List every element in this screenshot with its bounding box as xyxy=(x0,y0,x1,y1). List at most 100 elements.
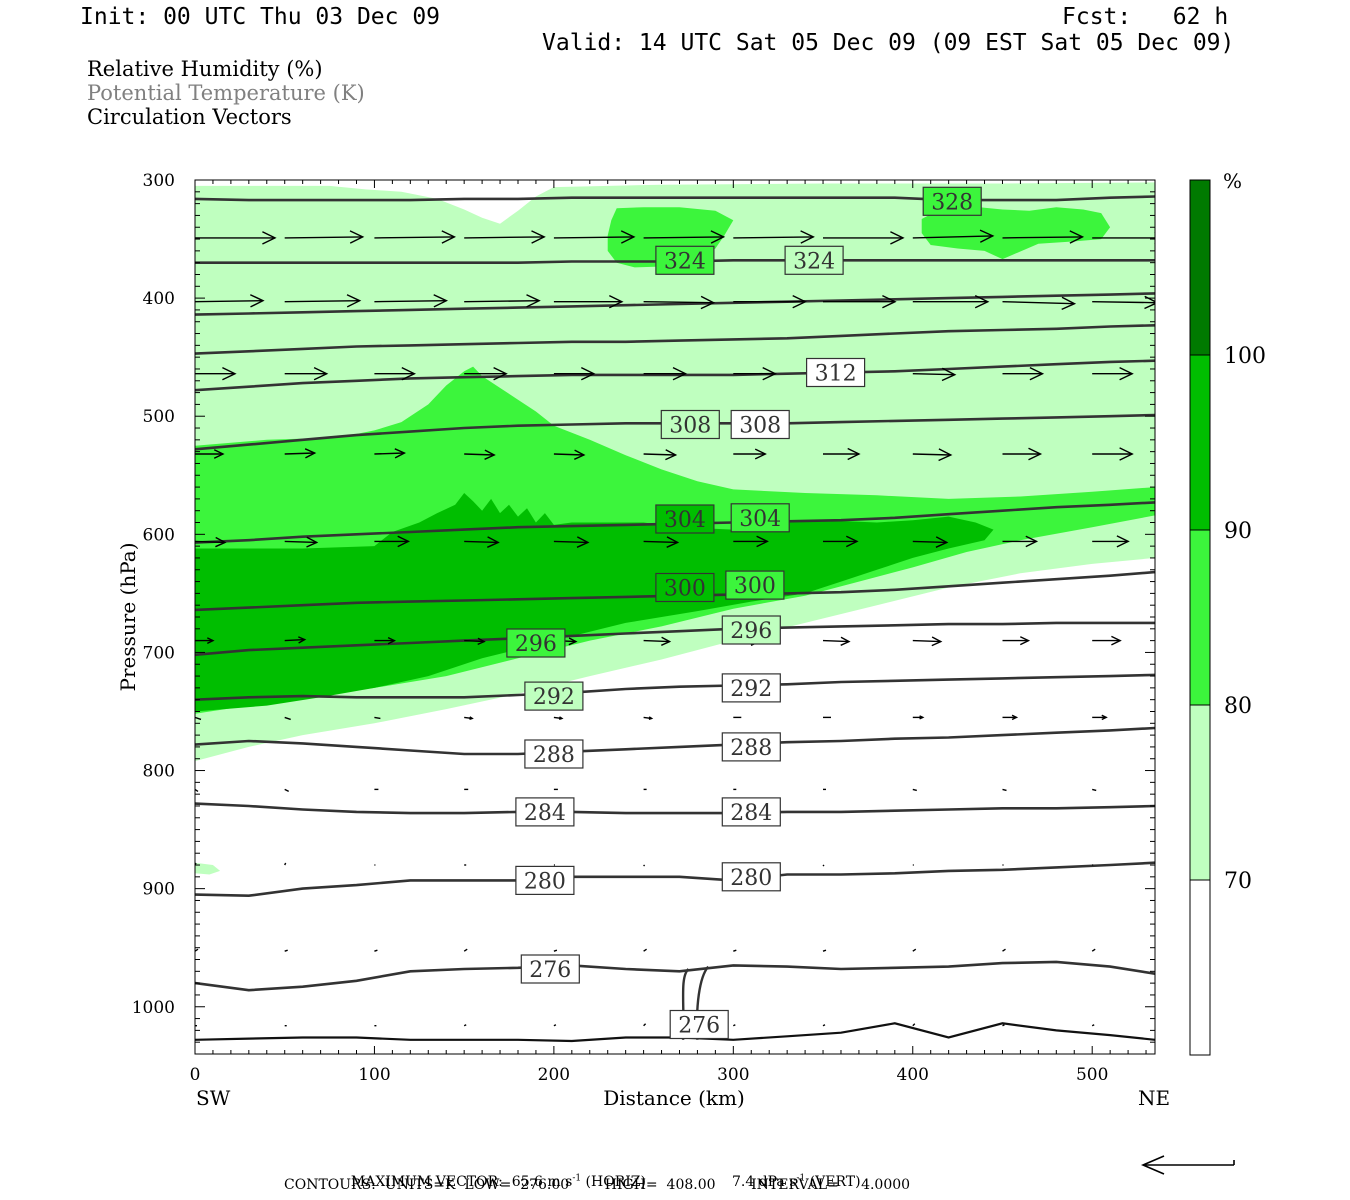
init-time: Init: 00 UTC Thu 03 Dec 09 xyxy=(80,4,441,30)
colorbar-segment xyxy=(1189,354,1211,531)
vector-shaft xyxy=(912,373,955,376)
colorbar-segment xyxy=(1189,879,1211,1056)
vector-shaft xyxy=(374,236,455,239)
vector-arrow xyxy=(1092,788,1097,792)
vector-arrow xyxy=(284,230,365,244)
contour-label-text: 292 xyxy=(730,677,772,702)
vector-arrow xyxy=(374,535,411,548)
contour-label-box xyxy=(524,739,584,769)
circulation-vectors xyxy=(195,229,1155,1027)
vector-shaft xyxy=(284,862,287,866)
x-tick-label: 200 xyxy=(538,1065,570,1085)
vector-arrow xyxy=(643,636,672,646)
vector-arrow xyxy=(912,715,925,720)
vector-shaft xyxy=(284,452,315,455)
contour-label-box xyxy=(655,245,715,275)
theta-contour-276 xyxy=(195,960,1155,992)
vector-head xyxy=(754,448,767,460)
vector-head xyxy=(349,230,365,244)
contour-label-text: 324 xyxy=(664,249,706,274)
vector-head xyxy=(1029,366,1045,381)
vector-head xyxy=(484,449,496,460)
vector-arrow xyxy=(643,1023,647,1027)
vector-head xyxy=(1061,296,1077,311)
vector-arrow xyxy=(374,230,457,244)
vector-arrow xyxy=(374,366,417,381)
contour-label-text: 308 xyxy=(669,414,711,439)
vector-head xyxy=(1069,230,1085,244)
colorbar-label: 70 xyxy=(1224,869,1252,894)
vector-shaft xyxy=(464,300,540,303)
contour-label-box xyxy=(805,357,866,388)
reference-vector-arrow xyxy=(1140,1155,1235,1175)
vector-arrow xyxy=(464,536,500,548)
vector-arrow xyxy=(1091,948,1096,952)
contour-labels: 328 324 324 312 308 308 304 304 300 300 296 296 292 2… xyxy=(506,186,982,1040)
contour-label-text: 280 xyxy=(730,866,772,891)
vector-arrow xyxy=(823,231,905,245)
contour-label: 300 xyxy=(655,572,715,603)
vector-arrow xyxy=(1092,447,1134,461)
vector-head xyxy=(974,294,990,309)
vector-head xyxy=(762,366,777,381)
vector-shaft xyxy=(1092,788,1097,792)
vector-arrow xyxy=(553,294,624,309)
theta-contour-296 xyxy=(195,621,1155,657)
contour-label-box xyxy=(669,1009,729,1040)
vector-arrow xyxy=(463,948,468,952)
vector-head xyxy=(580,366,596,381)
contour-label-text: 308 xyxy=(739,414,781,439)
vector-arrow xyxy=(374,448,407,459)
legend-potential-temperature: Potential Temperature (K) xyxy=(87,81,365,105)
vector-shaft xyxy=(284,638,305,642)
vector-head xyxy=(313,366,329,381)
vector-head xyxy=(620,230,636,244)
vector-shaft xyxy=(464,540,499,544)
contour-label-text: 300 xyxy=(734,574,776,599)
vector-arrow xyxy=(284,716,291,721)
vector-head xyxy=(1119,366,1134,381)
contour-label-text: 288 xyxy=(730,736,772,761)
vector-arrow xyxy=(463,1024,467,1027)
contour-label-text: 312 xyxy=(815,362,857,387)
contour-label-text: 284 xyxy=(524,801,566,826)
vector-shaft xyxy=(912,948,917,952)
vector-head xyxy=(222,366,237,381)
vector-shaft xyxy=(374,716,381,720)
vector-arrow xyxy=(643,948,647,952)
vector-arrow xyxy=(553,716,564,720)
vector-arrow xyxy=(464,230,546,244)
vector-shaft xyxy=(553,453,584,456)
vector-arrow xyxy=(464,637,486,646)
vector-shaft xyxy=(464,236,545,239)
contour-label-text: 296 xyxy=(515,632,557,657)
vector-shaft xyxy=(643,236,724,239)
vector-arrow xyxy=(822,1024,826,1027)
vector-head xyxy=(262,231,277,245)
vector-arrow xyxy=(643,295,716,310)
y-tick-label: 600 xyxy=(143,525,175,545)
vector-arrow xyxy=(284,536,319,548)
contour-label-box xyxy=(655,572,715,603)
vector-head xyxy=(487,536,500,548)
vector-shaft xyxy=(643,540,678,544)
vector-head xyxy=(938,448,953,462)
vector-arrow xyxy=(912,536,949,548)
vector-arrow xyxy=(1092,635,1122,646)
vector-head xyxy=(710,230,726,244)
colorbar-unit: % xyxy=(1223,169,1242,193)
y-tick-label: 400 xyxy=(143,289,175,309)
vector-head xyxy=(1028,447,1043,461)
contour-label-text: 276 xyxy=(678,1014,720,1039)
vector-shaft xyxy=(195,540,226,544)
vector-head xyxy=(1101,714,1108,721)
vector-arrow xyxy=(643,366,688,381)
contour-label: 288 xyxy=(721,732,781,762)
vector-head xyxy=(568,637,578,646)
contour-label: 288 xyxy=(524,739,584,769)
vector-arrow xyxy=(195,536,227,548)
vector-head xyxy=(648,716,654,720)
vector-shaft xyxy=(822,949,827,952)
vector-arrow xyxy=(733,294,807,309)
ne-end-label: NE xyxy=(1138,1086,1170,1110)
